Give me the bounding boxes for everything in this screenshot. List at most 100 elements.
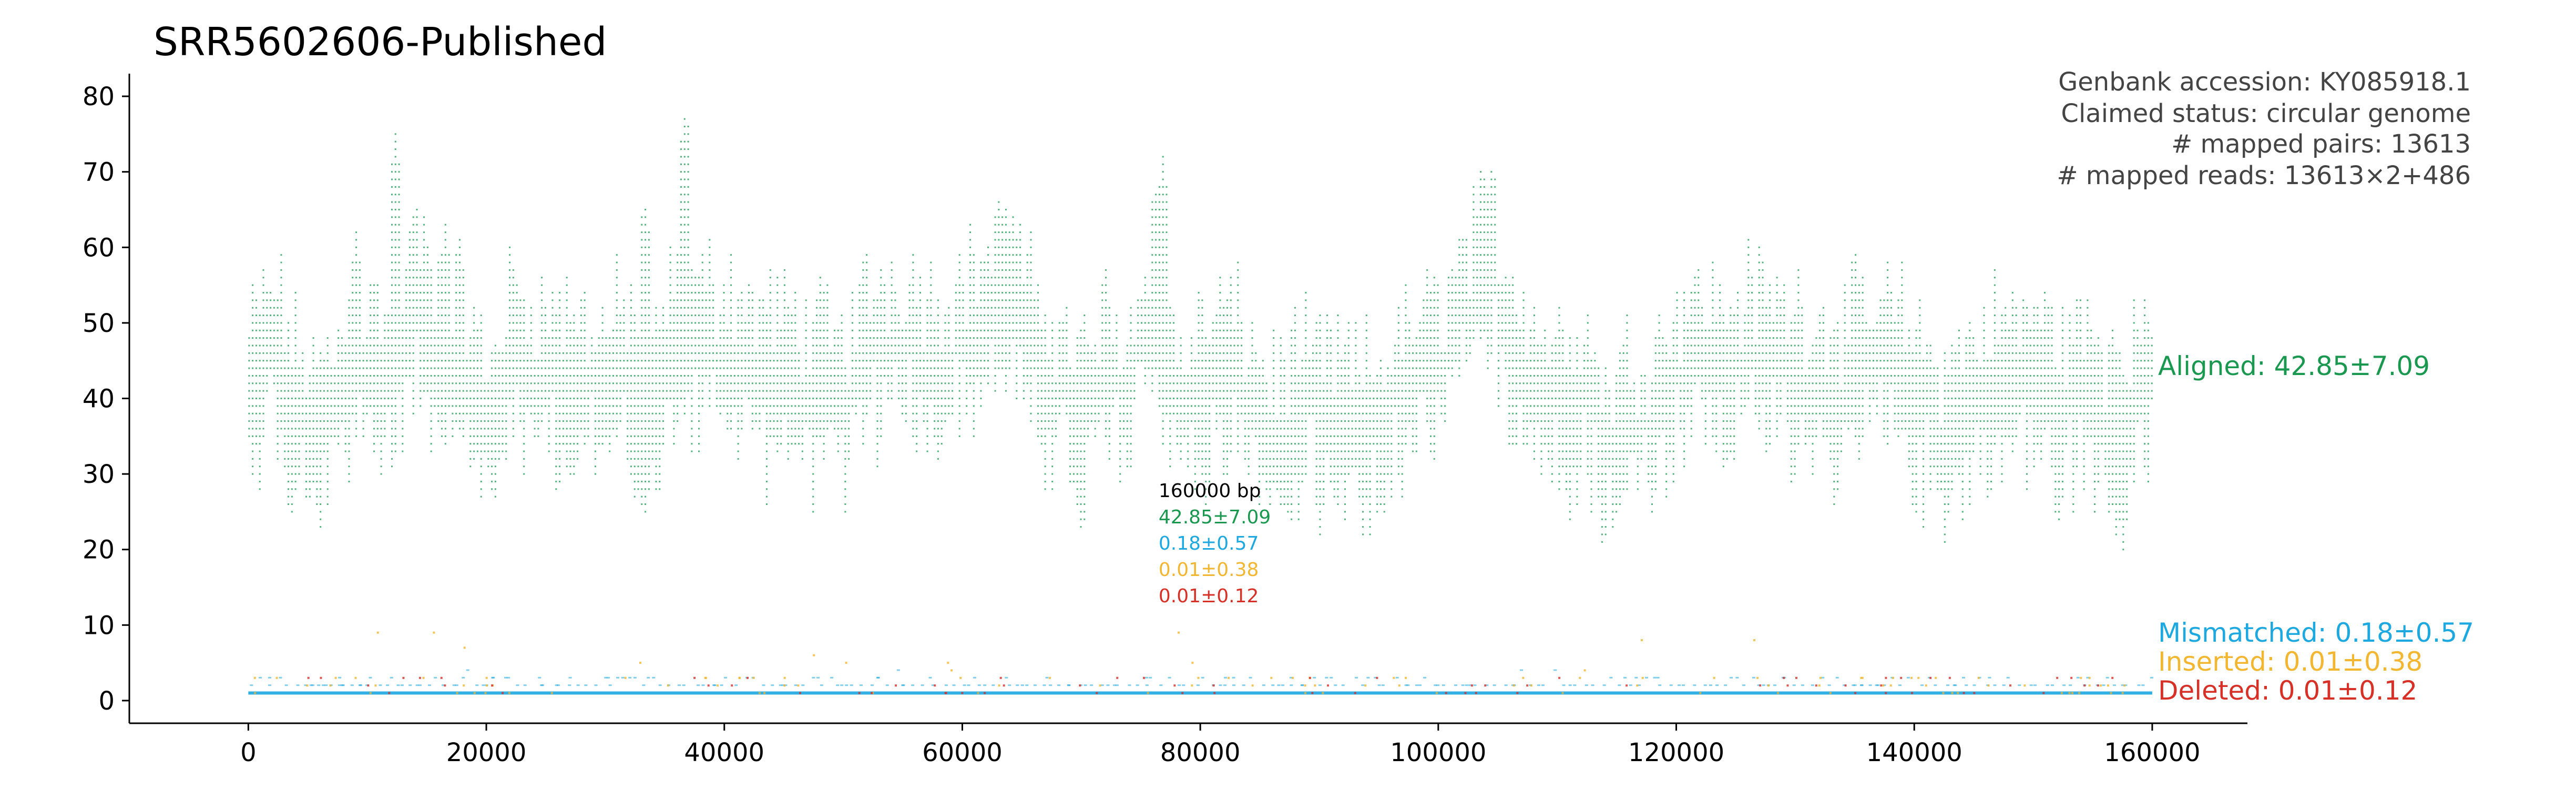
aligned-point: [1001, 345, 1004, 347]
aligned-point: [1162, 224, 1164, 226]
aligned-point: [769, 420, 771, 422]
aligned-point: [277, 405, 279, 407]
aligned-point: [780, 367, 782, 369]
aligned-point: [1040, 345, 1042, 347]
aligned-point: [798, 443, 800, 445]
aligned-point: [255, 307, 257, 309]
aligned-point: [266, 382, 268, 385]
aligned-point: [566, 284, 568, 286]
aligned-point: [548, 435, 550, 437]
aligned-point: [701, 329, 703, 331]
aligned-point: [1105, 428, 1107, 430]
aligned-point: [605, 375, 607, 377]
aligned-point: [637, 480, 639, 482]
aligned-point: [291, 390, 293, 392]
aligned-point: [398, 216, 400, 218]
aligned-point: [837, 405, 839, 407]
aligned-point: [673, 412, 675, 414]
aligned-point: [595, 375, 597, 377]
aligned-point: [805, 322, 807, 324]
aligned-point: [598, 405, 600, 407]
aligned-point: [619, 322, 621, 324]
aligned-point: [462, 337, 464, 339]
aligned-point: [1076, 428, 1078, 430]
aligned-point: [819, 382, 821, 385]
aligned-point: [323, 450, 325, 452]
aligned-point: [1126, 405, 1128, 407]
aligned-point: [1176, 428, 1178, 430]
aligned-point: [1090, 352, 1092, 354]
aligned-point: [387, 345, 390, 347]
aligned-point: [1176, 398, 1178, 399]
aligned-point: [309, 405, 311, 407]
aligned-point: [312, 443, 314, 445]
aligned-point: [416, 315, 418, 317]
aligned-point: [905, 322, 907, 324]
aligned-point: [320, 473, 322, 475]
aligned-point: [605, 420, 607, 422]
aligned-point: [805, 345, 807, 347]
aligned-point: [1026, 254, 1028, 256]
aligned-point: [569, 345, 571, 347]
aligned-point: [444, 269, 446, 271]
aligned-point: [1130, 329, 1132, 331]
aligned-point: [462, 412, 464, 414]
aligned-point: [669, 322, 671, 324]
aligned-point: [816, 382, 818, 385]
aligned-point: [934, 375, 936, 377]
aligned-point: [555, 345, 557, 347]
aligned-point: [1083, 375, 1086, 377]
aligned-point: [1126, 367, 1128, 369]
aligned-point: [937, 329, 939, 331]
aligned-point: [323, 382, 325, 385]
aligned-point: [680, 352, 682, 354]
aligned-point: [598, 345, 600, 347]
aligned-point: [1201, 382, 1203, 385]
aligned-point: [1162, 420, 1164, 422]
aligned-point: [862, 390, 864, 392]
aligned-point: [509, 254, 511, 256]
aligned-point: [259, 473, 261, 475]
aligned-point: [1208, 405, 1210, 407]
aligned-point: [391, 299, 393, 301]
aligned-point: [1019, 291, 1021, 294]
aligned-point: [376, 375, 379, 377]
aligned-point: [1205, 337, 1207, 339]
aligned-point: [1019, 224, 1021, 226]
aligned-point: [412, 337, 414, 339]
aligned-point: [669, 367, 671, 369]
aligned-point: [1116, 367, 1118, 369]
aligned-point: [683, 194, 686, 196]
aligned-point: [512, 284, 514, 286]
aligned-point: [1155, 315, 1157, 317]
aligned-point: [619, 329, 621, 331]
aligned-point: [619, 398, 621, 399]
aligned-point: [444, 299, 446, 301]
aligned-point: [1098, 390, 1100, 392]
aligned-point: [280, 284, 282, 286]
aligned-point: [562, 435, 564, 437]
aligned-point: [994, 345, 996, 347]
aligned-point: [298, 443, 300, 445]
aligned-point: [669, 284, 671, 286]
aligned-point: [566, 428, 568, 430]
aligned-point: [630, 360, 632, 362]
aligned-point: [458, 367, 461, 369]
aligned-point: [1119, 428, 1121, 430]
aligned-point: [1166, 216, 1168, 218]
aligned-point: [605, 382, 607, 385]
aligned-point: [944, 412, 946, 414]
aligned-point: [541, 382, 543, 385]
aligned-point: [948, 322, 950, 324]
aligned-point: [912, 299, 914, 301]
aligned-point: [719, 412, 721, 414]
aligned-point: [748, 315, 750, 317]
aligned-point: [577, 420, 579, 422]
aligned-point: [623, 337, 625, 339]
aligned-point: [744, 322, 747, 324]
aligned-point: [866, 299, 868, 301]
aligned-point: [719, 405, 721, 407]
aligned-point: [1069, 466, 1071, 468]
aligned-point: [469, 428, 472, 430]
aligned-point: [1087, 367, 1089, 369]
